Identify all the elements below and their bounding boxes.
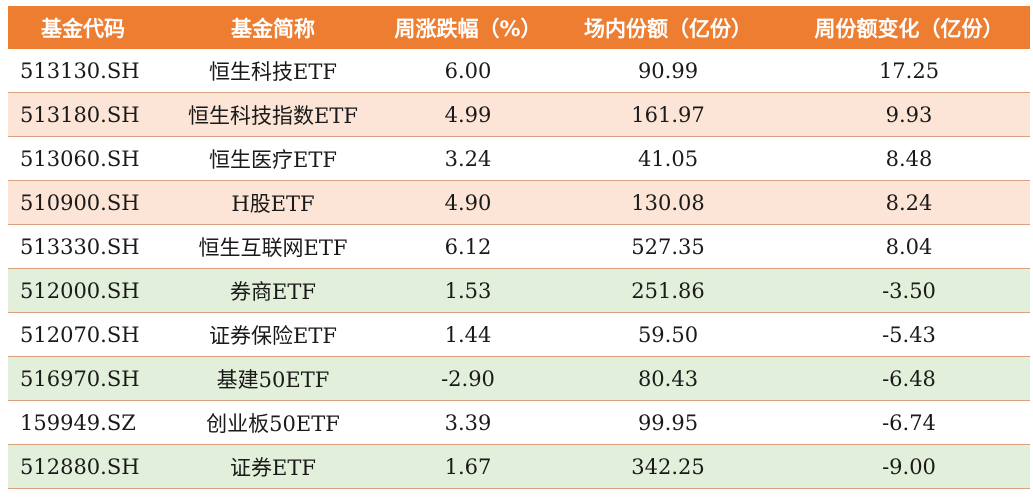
cell-weekly-change: 1.44 bbox=[388, 312, 548, 357]
table-row: 513060.SH 恒生医疗ETF 3.24 41.05 8.48 bbox=[8, 136, 1030, 181]
cell-share-change: -9.00 bbox=[788, 444, 1030, 489]
cell-shares: 527.35 bbox=[548, 224, 788, 269]
cell-code: 159949.SZ bbox=[8, 400, 158, 445]
header-shares: 场内份额（亿份） bbox=[548, 6, 788, 49]
cell-code: 512070.SH bbox=[8, 312, 158, 357]
cell-share-change: 17.25 bbox=[788, 49, 1030, 93]
cell-share-change: 9.93 bbox=[788, 92, 1030, 137]
cell-weekly-change: 1.53 bbox=[388, 268, 548, 313]
header-code: 基金代码 bbox=[8, 6, 158, 49]
header-name: 基金简称 bbox=[158, 6, 388, 49]
cell-share-change: -6.48 bbox=[788, 356, 1030, 401]
cell-weekly-change: 4.99 bbox=[388, 92, 548, 137]
cell-name: 基建50ETF bbox=[158, 356, 388, 401]
cell-code: 513330.SH bbox=[8, 224, 158, 269]
cell-shares: 80.43 bbox=[548, 356, 788, 401]
cell-shares: 59.50 bbox=[548, 312, 788, 357]
cell-shares: 90.99 bbox=[548, 49, 788, 93]
cell-shares: 161.97 bbox=[548, 92, 788, 137]
cell-name: 恒生医疗ETF bbox=[158, 136, 388, 181]
table-row: 512070.SH 证券保险ETF 1.44 59.50 -5.43 bbox=[8, 312, 1030, 357]
cell-name: H股ETF bbox=[158, 180, 388, 225]
cell-weekly-change: -2.90 bbox=[388, 356, 548, 401]
cell-shares: 342.25 bbox=[548, 444, 788, 489]
cell-weekly-change: 6.00 bbox=[388, 49, 548, 93]
cell-weekly-change: 4.90 bbox=[388, 180, 548, 225]
cell-code: 513130.SH bbox=[8, 49, 158, 93]
cell-shares: 251.86 bbox=[548, 268, 788, 313]
cell-name: 证券ETF bbox=[158, 444, 388, 489]
table-row: 510900.SH H股ETF 4.90 130.08 8.24 bbox=[8, 180, 1030, 225]
cell-share-change: -5.43 bbox=[788, 312, 1030, 357]
table-row: 513330.SH 恒生互联网ETF 6.12 527.35 8.04 bbox=[8, 224, 1030, 269]
table-row: 513180.SH 恒生科技指数ETF 4.99 161.97 9.93 bbox=[8, 92, 1030, 137]
cell-name: 恒生科技指数ETF bbox=[158, 92, 388, 137]
cell-weekly-change: 3.39 bbox=[388, 400, 548, 445]
cell-code: 512880.SH bbox=[8, 444, 158, 489]
cell-code: 510900.SH bbox=[8, 180, 158, 225]
cell-share-change: 8.48 bbox=[788, 136, 1030, 181]
cell-name: 恒生互联网ETF bbox=[158, 224, 388, 269]
cell-shares: 130.08 bbox=[548, 180, 788, 225]
etf-flow-table: 基金代码 基金简称 周涨跌幅（%） 场内份额（亿份） 周份额变化（亿份） 513… bbox=[8, 6, 1030, 489]
table-body: 513130.SH 恒生科技ETF 6.00 90.99 17.25 513180.SH 恒… bbox=[8, 49, 1030, 489]
table-row: 513130.SH 恒生科技ETF 6.00 90.99 17.25 bbox=[8, 49, 1030, 93]
table-row: 516970.SH 基建50ETF -2.90 80.43 -6.48 bbox=[8, 356, 1030, 401]
cell-weekly-change: 6.12 bbox=[388, 224, 548, 269]
cell-name: 证券保险ETF bbox=[158, 312, 388, 357]
table-row: 512000.SH 券商ETF 1.53 251.86 -3.50 bbox=[8, 268, 1030, 313]
cell-shares: 99.95 bbox=[548, 400, 788, 445]
cell-code: 516970.SH bbox=[8, 356, 158, 401]
cell-shares: 41.05 bbox=[548, 136, 788, 181]
cell-share-change: -6.74 bbox=[788, 400, 1030, 445]
cell-name: 券商ETF bbox=[158, 268, 388, 313]
cell-code: 513060.SH bbox=[8, 136, 158, 181]
cell-name: 恒生科技ETF bbox=[158, 49, 388, 93]
cell-weekly-change: 1.67 bbox=[388, 444, 548, 489]
table-row: 159949.SZ 创业板50ETF 3.39 99.95 -6.74 bbox=[8, 400, 1030, 445]
cell-share-change: 8.04 bbox=[788, 224, 1030, 269]
table-row: 512880.SH 证券ETF 1.67 342.25 -9.00 bbox=[8, 444, 1030, 489]
cell-weekly-change: 3.24 bbox=[388, 136, 548, 181]
cell-share-change: -3.50 bbox=[788, 268, 1030, 313]
header-share-change: 周份额变化（亿份） bbox=[788, 6, 1030, 49]
cell-code: 513180.SH bbox=[8, 92, 158, 137]
cell-share-change: 8.24 bbox=[788, 180, 1030, 225]
header-weekly-change: 周涨跌幅（%） bbox=[388, 6, 548, 49]
cell-code: 512000.SH bbox=[8, 268, 158, 313]
cell-name: 创业板50ETF bbox=[158, 400, 388, 445]
table-header-row: 基金代码 基金简称 周涨跌幅（%） 场内份额（亿份） 周份额变化（亿份） bbox=[8, 6, 1030, 49]
